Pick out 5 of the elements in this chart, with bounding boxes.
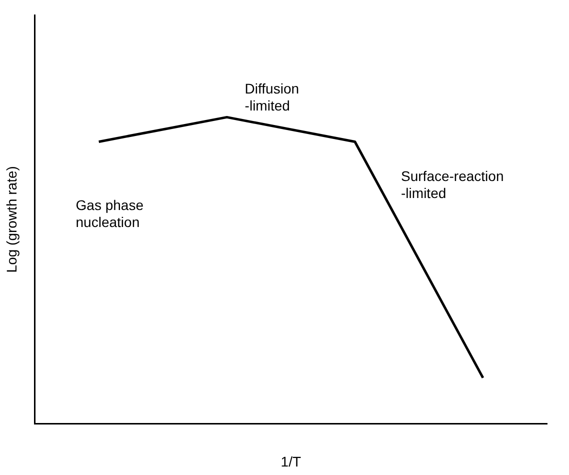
annotation: Surface-reaction -limited (401, 168, 504, 202)
x-axis-title: 1/T (280, 453, 302, 470)
text: Diffusion -limited (244, 80, 300, 114)
y-axis-title: Log (growth rate) (3, 166, 20, 273)
annotation: Gas phase nucleation (76, 196, 144, 230)
